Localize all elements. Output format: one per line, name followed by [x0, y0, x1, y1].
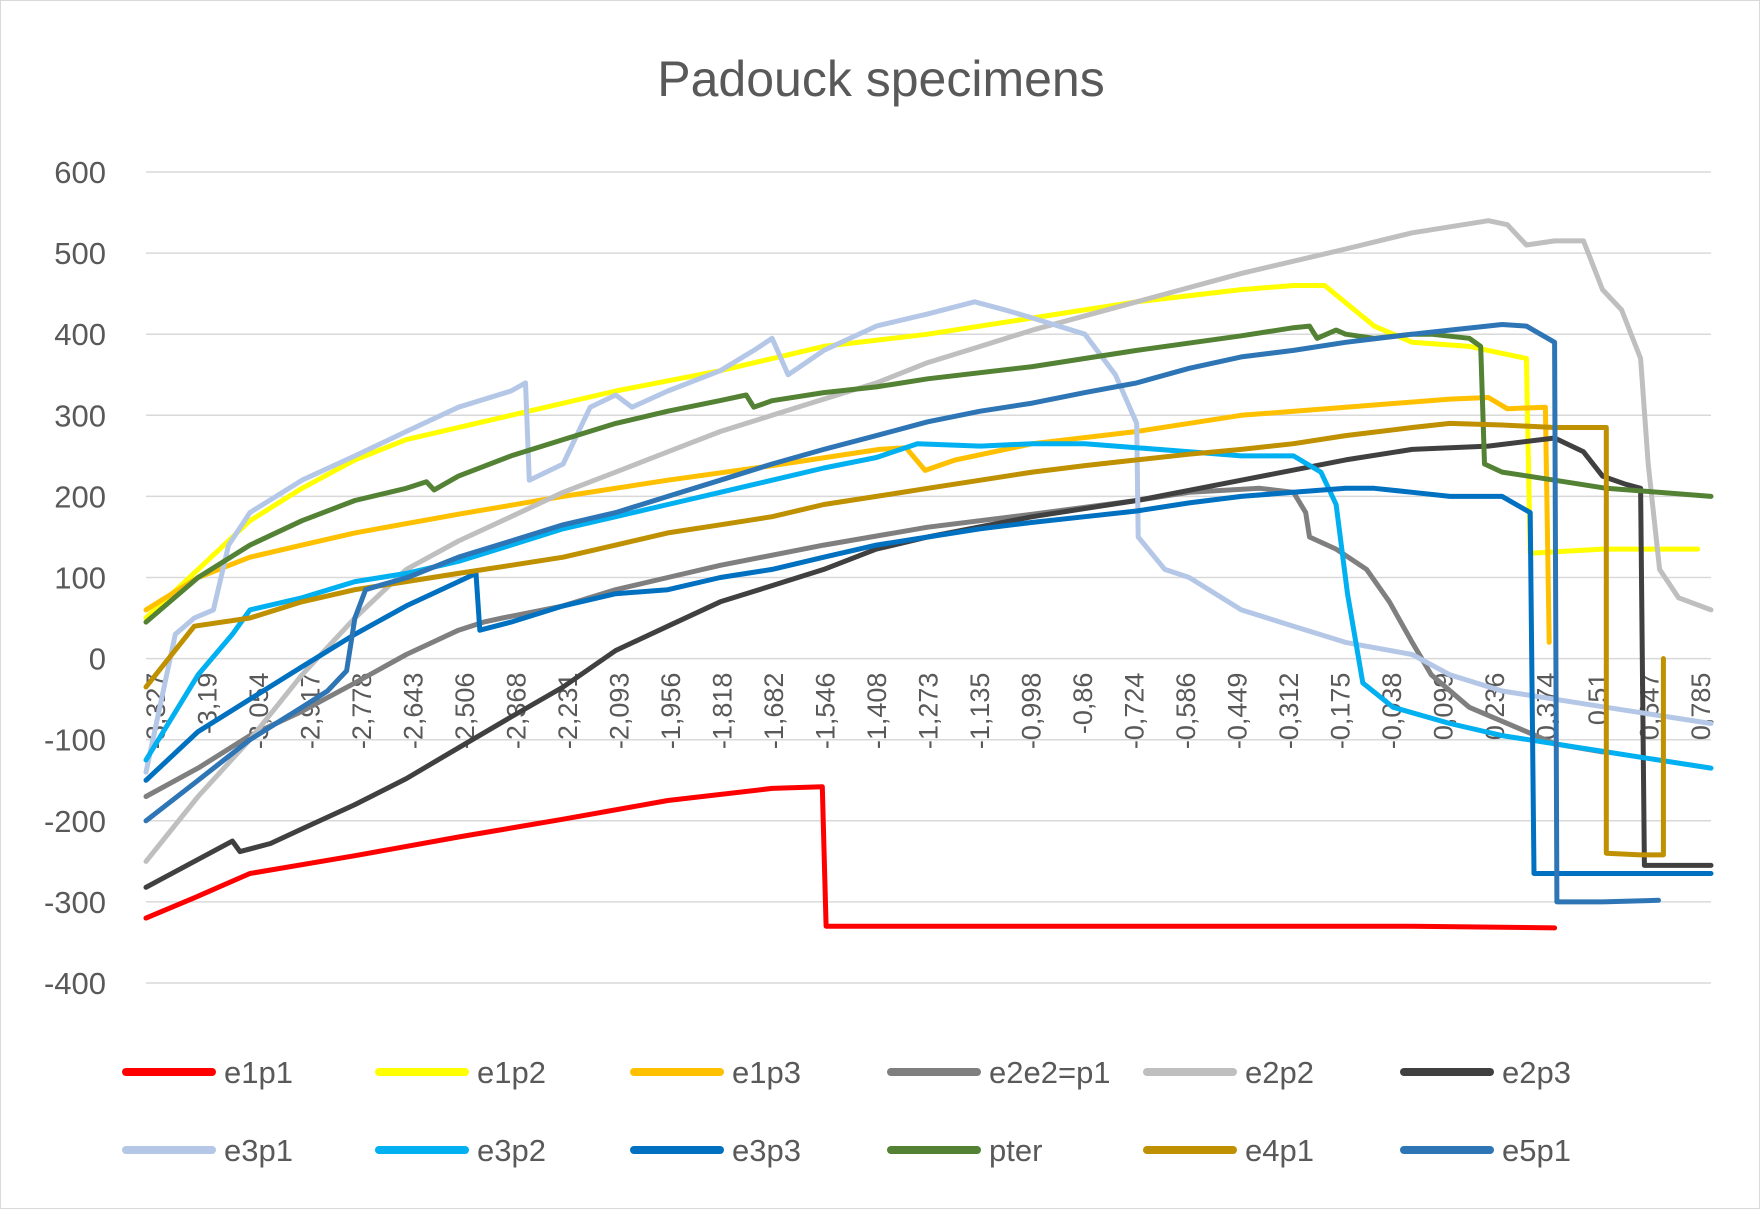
series-line-e2e2=p1 [143, 485, 1605, 799]
x-tick-label: -1,682 [759, 673, 789, 750]
y-axis-tick-labels: 600 500 400 300 200 100 0 -100 -200 -300 -400 [44, 155, 106, 1001]
series-line-pter [143, 323, 1714, 625]
y-tick-label: -100 [44, 723, 106, 758]
x-tick-label: 0,647 [1635, 673, 1665, 741]
legend-label-e1p3: e1p3 [732, 1055, 801, 1090]
y-tick-label: 600 [54, 155, 106, 190]
legend: e1p1 e1p2 e1p3 e2e2=p1 e2p2 e2p3 e3p1 e3p2 e3p3 p… [122, 1055, 1571, 1168]
x-tick-label: -0,86 [1068, 673, 1098, 735]
x-tick-label: -0,449 [1223, 673, 1253, 750]
series-line-e5p1 [143, 322, 1661, 905]
series-line-e3p3 [143, 485, 1714, 876]
y-tick-label: 400 [54, 317, 106, 352]
series-line-e2p2 [143, 218, 1714, 864]
series-line-e1p1 [143, 784, 1558, 931]
series-lines [143, 218, 1714, 931]
x-tick-label: -0,998 [1017, 673, 1047, 750]
x-tick-label: -1,818 [708, 673, 738, 750]
y-tick-label: 100 [54, 561, 106, 596]
chart-title: Padouck specimens [657, 51, 1104, 107]
legend-label-pter: pter [989, 1133, 1042, 1168]
y-tick-label: 300 [54, 398, 106, 433]
y-tick-label: -300 [44, 885, 106, 920]
legend-label-e5p1: e5p1 [1502, 1133, 1571, 1168]
series-line-e2p3 [143, 435, 1714, 890]
legend-label-e2p2: e2p2 [1245, 1055, 1314, 1090]
legend-label-e3p2: e3p2 [477, 1133, 546, 1168]
legend-label-e1p1: e1p1 [224, 1055, 293, 1090]
x-tick-label: -1,408 [862, 673, 892, 750]
legend-label-e3p3: e3p3 [732, 1133, 801, 1168]
y-tick-label: 500 [54, 236, 106, 271]
legend-label-e3p1: e3p1 [224, 1133, 293, 1168]
series-line-e3p2 [143, 441, 1714, 771]
legend-label-e2e2=p1: e2e2=p1 [989, 1055, 1111, 1090]
legend-label-e1p2: e1p2 [477, 1055, 546, 1090]
x-tick-label: -0,175 [1326, 673, 1356, 750]
x-tick-label: -1,546 [811, 673, 841, 750]
series-line-e4p1 [143, 420, 1666, 858]
x-tick-label: -1,273 [914, 673, 944, 750]
x-tick-label: -2,643 [399, 673, 429, 750]
x-tick-label: -0,724 [1120, 673, 1150, 750]
x-tick-label: -0,586 [1171, 673, 1201, 750]
y-tick-label: -200 [44, 804, 106, 839]
legend-label-e4p1: e4p1 [1245, 1133, 1314, 1168]
legend-label-e2p3: e2p3 [1502, 1055, 1571, 1090]
x-tick-label: -2,368 [502, 673, 532, 750]
y-tick-label: 200 [54, 479, 106, 514]
y-tick-label: -400 [44, 966, 106, 1001]
x-tick-label: -0,312 [1274, 673, 1304, 750]
x-tick-label: -1,956 [656, 673, 686, 750]
series-line-e3p1 [143, 299, 1714, 775]
x-tick-label: 0,785 [1686, 673, 1716, 741]
x-tick-label: -1,135 [965, 673, 995, 750]
y-tick-label: 0 [89, 642, 106, 677]
x-tick-label: -2,093 [605, 673, 635, 750]
series-line-e1p3 [143, 395, 1552, 645]
